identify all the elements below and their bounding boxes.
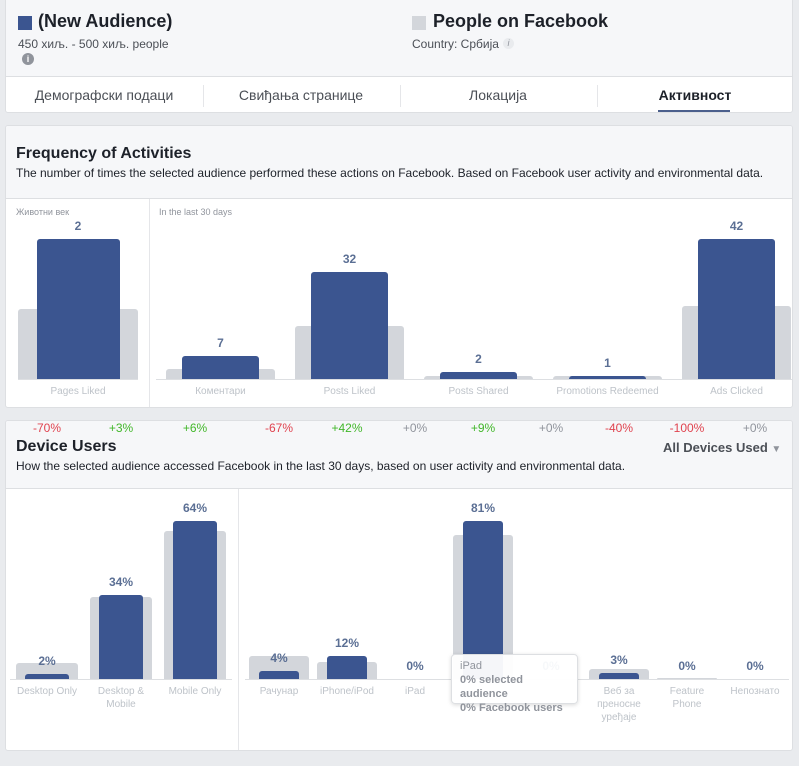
- diff-label: +0%: [402, 421, 428, 435]
- active-tab-indicator: [658, 110, 730, 112]
- diff-label: -70%: [32, 421, 61, 435]
- tooltip-selected: 0% selected audience: [460, 674, 523, 700]
- category-label: iPhone/iPod: [320, 686, 374, 697]
- category-label: Рачунар: [259, 686, 299, 697]
- last30-label: In the last 30 days: [159, 207, 233, 217]
- diff-label: -67%: [264, 421, 293, 435]
- tab-location[interactable]: Локација: [469, 87, 527, 103]
- panel-divider: [238, 489, 239, 750]
- info-icon[interactable]: i: [22, 53, 34, 65]
- tab-divider: [400, 85, 401, 107]
- selected-bar[interactable]: [463, 521, 503, 679]
- category-label: Feature Phone: [669, 686, 705, 710]
- value-label: 4%: [270, 651, 288, 666]
- comparison-swatch: [412, 16, 426, 30]
- frequency-chart: 2 Pages Liked 7 Коментари 32 Posts Liked 2 Post…: [6, 126, 792, 407]
- category-label: iPad: [404, 686, 425, 697]
- info-icon[interactable]: i: [503, 38, 514, 49]
- baseline: [18, 379, 138, 380]
- category-label: Promotions Redeemed: [556, 386, 659, 397]
- selected-bar[interactable]: [259, 671, 299, 679]
- value-label: 1: [604, 355, 611, 370]
- category-label: Непознато: [730, 686, 780, 697]
- dropdown-label: All Devices Used: [663, 440, 768, 455]
- tooltip-facebook: 0% Facebook users: [460, 702, 563, 714]
- category-label: Коментари: [195, 386, 246, 397]
- value-label: 2: [74, 219, 82, 233]
- selected-bar[interactable]: [569, 375, 646, 379]
- value-label: 81%: [470, 501, 496, 516]
- frequency-card: Frequency of Activities The number of ti…: [5, 125, 793, 408]
- baseline: [156, 379, 792, 380]
- diff-label: +42%: [331, 421, 363, 435]
- value-label: 12%: [334, 635, 360, 650]
- category-label: Ads Clicked: [710, 386, 763, 397]
- diff-label: +9%: [470, 421, 496, 435]
- device-chart: 2% Desktop Only -70% 34% Desktop & Mobile +3%…: [6, 421, 792, 750]
- tab-divider: [203, 85, 204, 107]
- frequency-title: Frequency of Activities: [16, 145, 192, 162]
- audience-header-card: (New Audience) 450 хиљ. - 500 хиљ. peopl…: [5, 0, 793, 113]
- comparison-bar[interactable]: [657, 678, 717, 679]
- value-label: 0%: [678, 659, 696, 673]
- audience-size: 450 хиљ. - 500 хиљ. people: [18, 37, 169, 51]
- comparison-country: Country: Србија: [412, 37, 499, 51]
- chevron-down-icon: ▼: [771, 444, 782, 455]
- baseline: [10, 679, 232, 680]
- diff-label: +0%: [538, 421, 564, 435]
- diff-label: -40%: [604, 421, 633, 435]
- frequency-description: The number of times the selected audienc…: [16, 166, 764, 180]
- device-title: Device Users: [16, 438, 117, 455]
- lifetime-label: Животни век: [16, 207, 70, 217]
- value-label: 0%: [406, 659, 424, 673]
- value-label: 42: [729, 219, 744, 234]
- value-label: 3%: [610, 653, 628, 668]
- selected-bar[interactable]: [173, 520, 217, 679]
- diff-label: +6%: [182, 421, 208, 435]
- tab-bar: Демографски подаци Свиђања странице Лока…: [6, 77, 792, 112]
- selected-bar[interactable]: [25, 674, 69, 679]
- tab-page-likes[interactable]: Свиђања странице: [238, 87, 364, 103]
- category-label: Posts Liked: [323, 386, 376, 397]
- tab-demographics[interactable]: Демографски подаци: [34, 87, 174, 103]
- selected-bar[interactable]: [99, 595, 143, 679]
- comparison-title: People on Facebook: [433, 11, 609, 31]
- value-label: 0%: [746, 659, 764, 673]
- category-label: Pages Liked: [50, 386, 106, 397]
- category-label: Desktop Only: [16, 686, 78, 697]
- category-label: Веб за преносне уређаје: [597, 686, 641, 723]
- device-dropdown[interactable]: All Devices Used ▼: [663, 440, 781, 455]
- value-label: 64%: [182, 500, 208, 515]
- selected-bar[interactable]: [311, 272, 388, 379]
- selected-bar[interactable]: [698, 239, 775, 379]
- device-card: Device Users How the selected audience a…: [5, 420, 793, 751]
- value-label: 32: [342, 252, 357, 267]
- category-label: Mobile Only: [168, 686, 222, 697]
- device-description: How the selected audience accessed Faceb…: [16, 459, 626, 473]
- value-label: 7: [217, 335, 224, 350]
- diff-label: +3%: [108, 421, 134, 435]
- audience-swatch: [18, 16, 32, 30]
- tab-activity[interactable]: Активност: [658, 87, 732, 103]
- value-label: 34%: [108, 575, 134, 590]
- panel-divider: [149, 199, 150, 407]
- diff-label: +0%: [742, 421, 768, 435]
- tooltip-title: iPad: [460, 660, 483, 672]
- selected-bar[interactable]: [599, 673, 639, 679]
- audience-title: (New Audience): [38, 11, 173, 31]
- value-label: 2: [475, 352, 482, 367]
- category-label: Desktop & Mobile: [97, 686, 145, 710]
- tab-divider: [597, 85, 598, 107]
- value-label: 2%: [38, 654, 56, 669]
- selected-bar[interactable]: [182, 355, 259, 379]
- selected-bar[interactable]: [440, 372, 517, 379]
- selected-bar[interactable]: [36, 239, 120, 379]
- selected-bar[interactable]: [327, 655, 367, 679]
- diff-label: -100%: [669, 421, 705, 435]
- category-label: Posts Shared: [448, 386, 509, 397]
- tooltip: iPad 0% selected audience 0% Facebook us…: [451, 654, 578, 714]
